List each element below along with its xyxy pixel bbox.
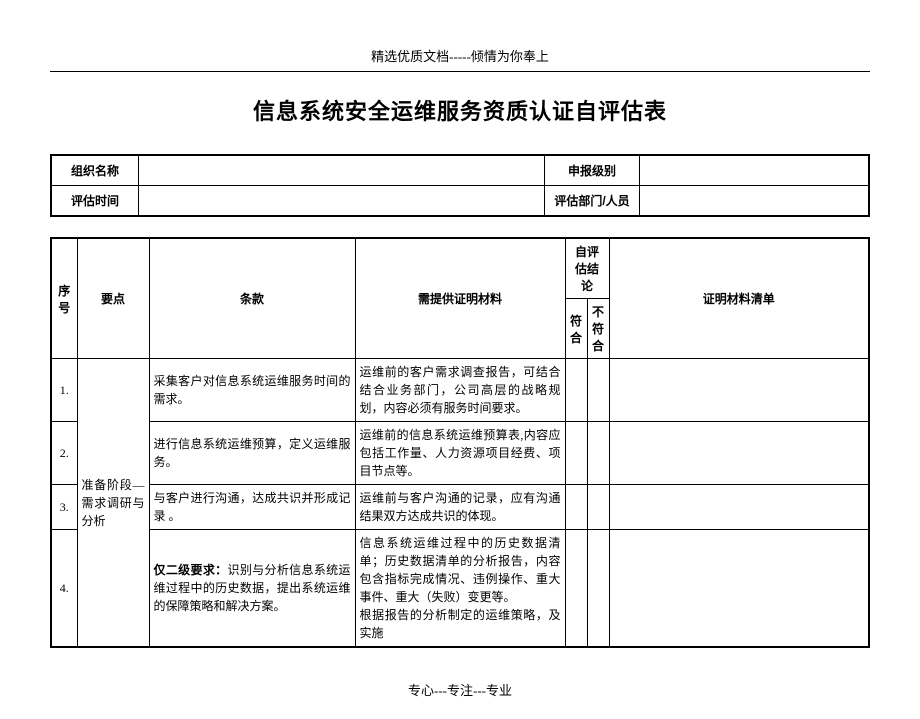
col-matlist: 证明材料清单 <box>609 238 869 359</box>
col-material: 需提供证明材料 <box>355 238 565 359</box>
dept-label: 评估部门/人员 <box>545 186 640 217</box>
time-value <box>139 186 545 217</box>
dept-value <box>640 186 870 217</box>
document-title: 信息系统安全运维服务资质认证自评估表 <box>50 94 870 126</box>
meta-table: 组织名称 申报级别 评估时间 评估部门/人员 <box>50 154 870 217</box>
org-value <box>139 155 545 186</box>
page-footer: 专心---专注---专业 <box>50 680 870 699</box>
pass-cell <box>565 422 587 485</box>
material-cell: 运维前与客户沟通的记录，应有沟通结果双方达成共识的体现。 <box>355 485 565 530</box>
col-selfeval: 自评估结论 <box>565 238 609 299</box>
matlist-cell <box>609 530 869 648</box>
fail-cell <box>587 359 609 422</box>
material-cell: 运维前的客户需求调查报告，可结合结合业务部门，公司高层的战略规划，内容必须有服务… <box>355 359 565 422</box>
col-pass: 符合 <box>565 299 587 359</box>
material-cell: 信息系统运维过程中的历史数据清单；历史数据清单的分析报告，内容包含指标完成情况、… <box>355 530 565 648</box>
pass-cell <box>565 485 587 530</box>
assessment-table: 序号 要点 条款 需提供证明材料 自评估结论 证明材料清单 符合 不符合 1. … <box>50 237 870 648</box>
clause-cell: 采集客户对信息系统运维服务时间的需求。 <box>149 359 355 422</box>
pass-cell <box>565 359 587 422</box>
col-point: 要点 <box>77 238 149 359</box>
seq-cell: 3. <box>51 485 77 530</box>
level-label: 申报级别 <box>545 155 640 186</box>
fail-cell <box>587 530 609 648</box>
clause-cell: 进行信息系统运维预算，定义运维服务。 <box>149 422 355 485</box>
level-value <box>640 155 870 186</box>
seq-cell: 4. <box>51 530 77 648</box>
time-label: 评估时间 <box>51 186 139 217</box>
seq-cell: 1. <box>51 359 77 422</box>
col-clause: 条款 <box>149 238 355 359</box>
col-fail: 不符合 <box>587 299 609 359</box>
clause-cell: 与客户进行沟通，达成共识并形成记录 。 <box>149 485 355 530</box>
material-cell: 运维前的信息系统运维预算表,内容应包括工作量、人力资源项目经费、项目节点等。 <box>355 422 565 485</box>
clause-bold: 仅二级要求： <box>154 563 228 577</box>
fail-cell <box>587 485 609 530</box>
matlist-cell <box>609 422 869 485</box>
pass-cell <box>565 530 587 648</box>
seq-cell: 2. <box>51 422 77 485</box>
table-row: 4. 仅二级要求：识别与分析信息系统运维过程中的历史数据，提出系统运维的保障策略… <box>51 530 869 648</box>
col-seq: 序号 <box>51 238 77 359</box>
fail-cell <box>587 422 609 485</box>
point-group: 准备阶段—需求调研与分析 <box>77 359 149 648</box>
matlist-cell <box>609 485 869 530</box>
org-label: 组织名称 <box>51 155 139 186</box>
matlist-cell <box>609 359 869 422</box>
table-row: 1. 准备阶段—需求调研与分析 采集客户对信息系统运维服务时间的需求。 运维前的… <box>51 359 869 422</box>
page-header: 精选优质文档-----倾情为你奉上 <box>50 46 870 72</box>
clause-cell: 仅二级要求：识别与分析信息系统运维过程中的历史数据，提出系统运维的保障策略和解决… <box>149 530 355 648</box>
table-row: 3. 与客户进行沟通，达成共识并形成记录 。 运维前与客户沟通的记录，应有沟通结… <box>51 485 869 530</box>
table-row: 2. 进行信息系统运维预算，定义运维服务。 运维前的信息系统运维预算表,内容应包… <box>51 422 869 485</box>
